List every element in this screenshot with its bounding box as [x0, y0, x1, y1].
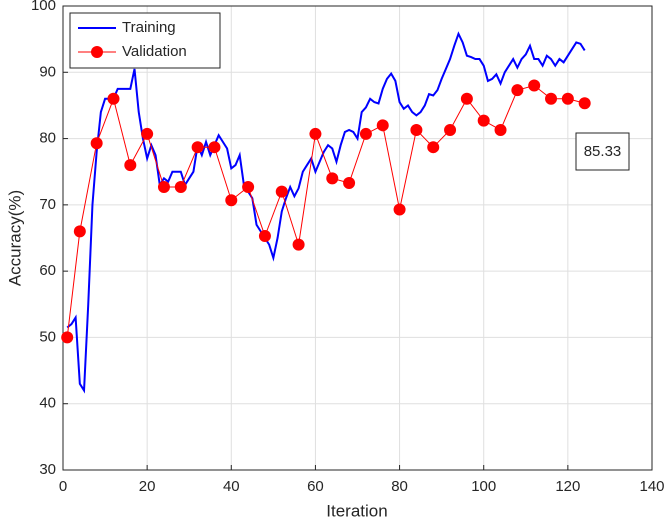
marker: [578, 97, 591, 110]
marker: [444, 123, 457, 136]
marker: [309, 127, 322, 140]
marker: [326, 172, 339, 185]
marker: [460, 92, 473, 105]
marker: [275, 185, 288, 198]
marker: [208, 141, 221, 154]
x-tick-label: 20: [139, 478, 156, 495]
marker: [107, 92, 120, 105]
marker: [545, 92, 558, 105]
legend-marker: [91, 46, 103, 58]
marker: [73, 225, 86, 238]
x-tick-label: 80: [391, 478, 408, 495]
y-tick-label: 70: [39, 196, 56, 213]
x-tick-label: 120: [555, 478, 580, 495]
y-tick-label: 50: [39, 328, 56, 345]
x-tick-label: 0: [59, 478, 67, 495]
y-tick-label: 90: [39, 63, 56, 80]
y-axis-label: Accuracy(%): [5, 190, 24, 286]
marker: [124, 159, 137, 172]
y-tick-label: 80: [39, 130, 56, 147]
annotation: 85.33: [584, 143, 622, 160]
x-axis-label: Iteration: [326, 501, 387, 520]
x-tick-label: 140: [639, 478, 664, 495]
marker: [141, 127, 154, 140]
y-tick-label: 100: [31, 0, 56, 14]
marker: [359, 127, 372, 140]
y-tick-label: 30: [39, 461, 56, 478]
marker: [343, 176, 356, 189]
marker: [225, 194, 238, 207]
marker: [258, 230, 271, 243]
series-line: [66, 31, 586, 394]
marker: [393, 203, 406, 216]
annotation-box: [575, 132, 630, 171]
marker: [561, 92, 574, 105]
y-tick-label: 40: [39, 395, 56, 412]
legend-box: [69, 12, 221, 69]
marker: [90, 137, 103, 150]
marker: [376, 119, 389, 132]
x-tick-label: 40: [223, 478, 240, 495]
marker: [410, 123, 423, 136]
plot-frame: [62, 5, 653, 471]
x-tick-label: 60: [307, 478, 324, 495]
marker: [292, 238, 305, 251]
marker: [494, 123, 507, 136]
marker: [427, 141, 440, 154]
y-tick-label: 60: [39, 262, 56, 279]
legend-label: Validation: [122, 43, 187, 60]
marker: [61, 331, 74, 344]
marker: [191, 141, 204, 154]
marker: [477, 114, 490, 127]
marker: [174, 180, 187, 193]
marker: [528, 79, 541, 92]
marker: [511, 84, 524, 97]
legend-label: Training: [122, 19, 176, 36]
marker: [242, 180, 255, 193]
marker: [157, 180, 170, 193]
x-tick-label: 100: [471, 478, 496, 495]
